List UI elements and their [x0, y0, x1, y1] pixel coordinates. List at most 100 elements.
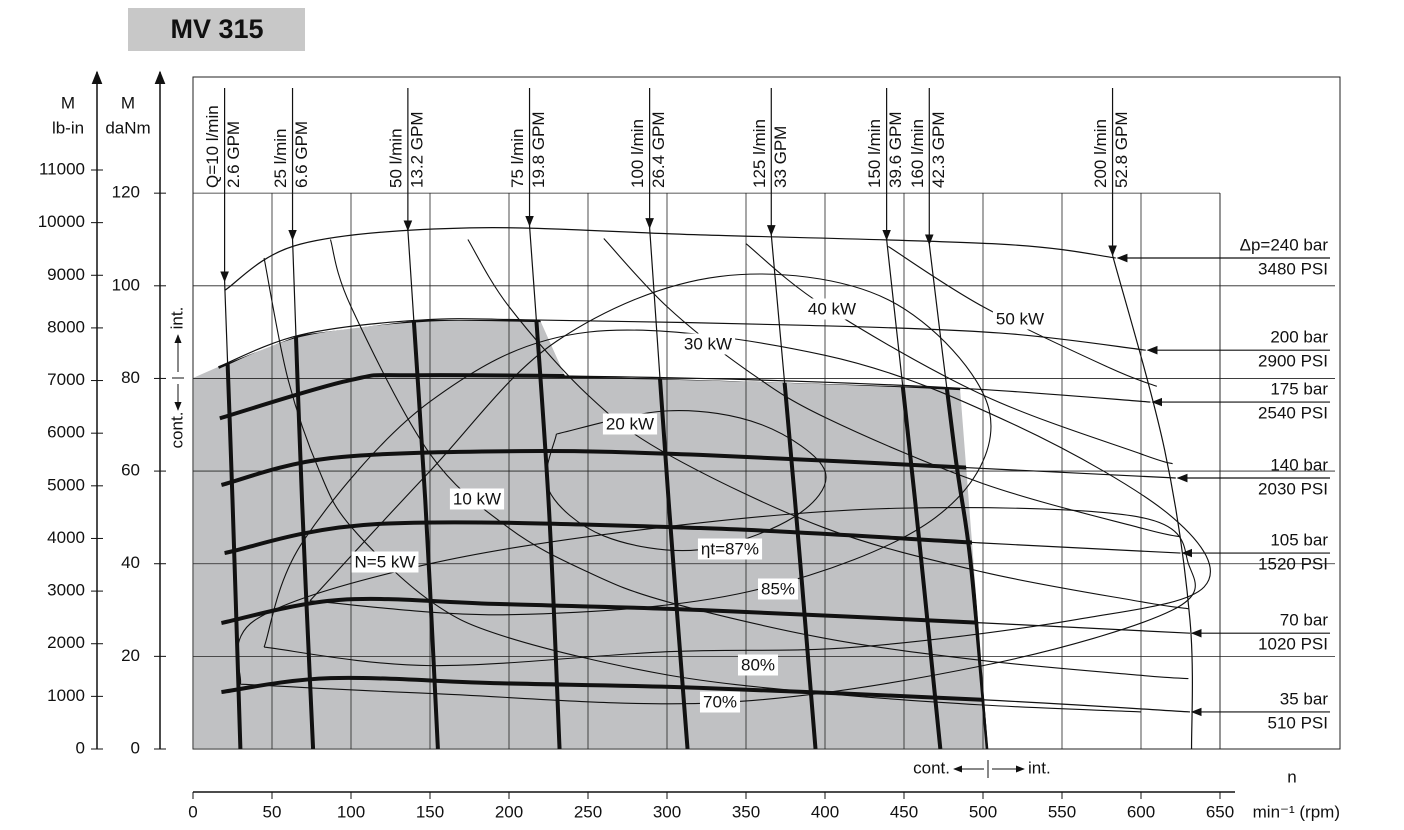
power-curve — [887, 245, 1158, 387]
label-background — [804, 298, 860, 320]
curve-label: 10 kW — [453, 489, 501, 508]
pressure-label: 175 bar — [1270, 380, 1328, 399]
x-tick-label: 450 — [890, 802, 918, 821]
label-background — [602, 413, 658, 435]
pressure-curve-continuous — [224, 520, 988, 556]
curve-label: N=5 kW — [355, 552, 416, 571]
flow-gpm-label: 13.2 GPM — [407, 111, 426, 188]
pressure-psi-label: 3480 PSI — [1258, 259, 1328, 278]
y2-tick-label: 8000 — [47, 317, 85, 336]
curve-label: 40 kW — [808, 299, 856, 318]
curve-label: ηt=87% — [701, 539, 759, 558]
y-tick-label: 100 — [112, 275, 140, 294]
y-axis-title: M — [121, 93, 135, 112]
flow-gpm-label: 2.6 GPM — [224, 121, 243, 188]
x-tick-label: 50 — [263, 802, 282, 821]
x-tick-label: 550 — [1048, 802, 1076, 821]
pressure-curve-continuous — [220, 449, 988, 487]
power-curve — [603, 238, 1181, 538]
y2-tick-label: 0 — [76, 738, 85, 757]
pressure-curve — [224, 227, 1116, 291]
pressure-psi-label: 510 PSI — [1268, 713, 1329, 732]
flow-label: 150 l/min — [865, 119, 884, 188]
pressure-curve-continuous — [221, 596, 988, 636]
x-tick-label: 650 — [1206, 802, 1234, 821]
efficiency-contour — [309, 273, 992, 616]
pressure-psi-label: 2030 PSI — [1258, 480, 1328, 499]
flow-label: 125 l/min — [750, 119, 769, 188]
curve-label: 20 kW — [606, 414, 654, 433]
label-background — [699, 691, 741, 713]
flow-label: 100 l/min — [628, 119, 647, 188]
label-background — [992, 308, 1048, 330]
flow-label: 200 l/min — [1091, 119, 1110, 188]
int-label: int. — [167, 307, 186, 330]
label-background — [697, 538, 763, 560]
y2-tick-label: 7000 — [47, 370, 85, 389]
power-curve — [329, 239, 1189, 680]
flow-gpm-label: 52.8 GPM — [1112, 111, 1131, 188]
y2-tick-label: 9000 — [47, 265, 85, 284]
x-tick-label: 150 — [416, 802, 444, 821]
label-background — [680, 333, 736, 355]
flow-label: 160 l/min — [908, 119, 927, 188]
label-background — [737, 654, 779, 676]
int-bottom-label: int. — [1028, 758, 1051, 777]
y-tick-label: 80 — [121, 368, 140, 387]
flow-label: 50 l/min — [386, 128, 405, 188]
flow-line — [1111, 255, 1194, 750]
flow-gpm-label: 26.4 GPM — [649, 111, 668, 188]
x-tick-label: 0 — [188, 802, 197, 821]
chart-title: MV 315 — [170, 14, 263, 44]
labels: Q=10 l/min 2.6 GPM 25 l/min 6.6 GPM 50 l/min… — [203, 88, 1330, 732]
y2-tick-label: 1000 — [47, 686, 85, 705]
curve-label: 50 kW — [996, 309, 1044, 328]
pressure-curve-continuous — [225, 228, 1116, 291]
x-tick-label: 250 — [574, 802, 602, 821]
pressure-label: 200 bar — [1270, 328, 1328, 347]
cont-label: cont. — [167, 412, 186, 449]
power-curve — [467, 239, 1189, 610]
curve-label: 85% — [761, 579, 795, 598]
title-box — [128, 8, 305, 51]
flow-line-continuous — [769, 320, 818, 749]
pressure-label: Δp=240 bar — [1240, 235, 1329, 254]
y2-tick-label: 11000 — [39, 159, 85, 178]
label-background — [449, 488, 505, 510]
flow-label: 75 l/min — [508, 128, 527, 188]
y2-tick-label: 4000 — [47, 528, 85, 547]
pressure-psi-label: 1520 PSI — [1258, 555, 1328, 574]
y2-tick-label: 10000 — [38, 212, 85, 231]
pressure-label: 105 bar — [1270, 531, 1328, 550]
pressure-curve — [218, 318, 1146, 368]
pressure-curve-continuous — [221, 675, 988, 714]
x-tick-label: 100 — [337, 802, 365, 821]
y2-tick-label: 5000 — [47, 475, 85, 494]
x-tick-label: 500 — [969, 802, 997, 821]
flow-line-continuous — [405, 320, 440, 749]
pressure-psi-label: 2540 PSI — [1258, 404, 1328, 423]
pressure-psi-label: 1020 PSI — [1258, 635, 1328, 654]
curve-label: 30 kW — [684, 334, 732, 353]
x-tick-label: 300 — [653, 802, 681, 821]
y2-tick-label: 6000 — [47, 423, 85, 442]
x-axis-unit: min⁻¹ (rpm) — [1253, 802, 1340, 821]
power-curve — [263, 257, 1142, 713]
label-background — [351, 551, 419, 573]
pressure-label: 35 bar — [1280, 689, 1329, 708]
x-tick-label: 600 — [1127, 802, 1155, 821]
flow-label: Q=10 l/min — [203, 105, 222, 188]
y-tick-label: 60 — [121, 461, 140, 480]
pressure-label: 140 bar — [1270, 456, 1328, 475]
efficiency-contour — [545, 410, 827, 552]
efficiency-contour — [236, 507, 1196, 705]
y2-tick-label: 3000 — [47, 581, 85, 600]
power-curve — [745, 243, 1173, 465]
flow-line-continuous — [290, 320, 316, 749]
flow-gpm-label: 42.3 GPM — [929, 111, 948, 188]
x-tick-label: 350 — [732, 802, 760, 821]
y-tick-label: 0 — [131, 738, 140, 757]
x-axis-title: n — [1287, 767, 1296, 786]
flow-gpm-label: 39.6 GPM — [886, 111, 905, 188]
